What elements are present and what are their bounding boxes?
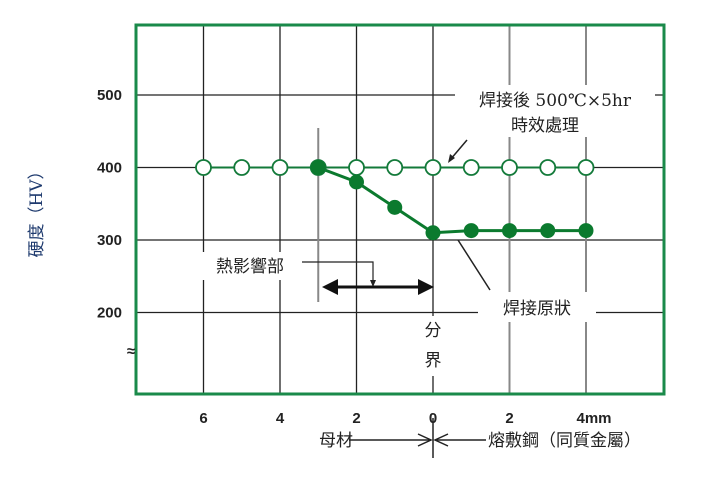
axis-break-mark: ≈ — [127, 343, 135, 360]
series-group — [195, 159, 595, 241]
x-tick-label: 2 — [352, 410, 360, 427]
haz-arrow-right — [418, 279, 434, 295]
x-ticks: 642024mm — [199, 410, 611, 427]
as-welded-label: 焊接原狀 — [503, 299, 571, 319]
x-tick-label: 4mm — [576, 410, 611, 427]
aged-point — [271, 159, 289, 176]
plot-frame — [134, 23, 666, 396]
base-metal-label: 母材 — [319, 431, 353, 451]
x-tick-label: 6 — [199, 410, 207, 427]
base-metal-arrowhead — [417, 433, 433, 447]
as-welded-point — [578, 223, 594, 239]
as-welded-point — [502, 223, 517, 239]
x-tick-label: 2 — [505, 410, 513, 427]
weld-metal-arrowhead — [433, 433, 449, 447]
haz-label-bg — [200, 252, 300, 280]
as-welded-point — [463, 223, 479, 239]
boundary-label-1: 分 — [425, 321, 442, 341]
aged-label-line2: 時效處理 — [511, 116, 579, 136]
as-welded-point — [540, 223, 556, 239]
aged-point — [501, 159, 518, 176]
boundary-label-2: 界 — [425, 351, 442, 371]
y-axis-label: 硬度（HV） — [27, 162, 47, 257]
as-welded-pointer — [457, 239, 491, 291]
as-welded-point — [425, 225, 441, 241]
y-ticks: 500 400 300 200 — [97, 87, 122, 322]
weld-metal-label: 熔敷鋼（同質金屬） — [488, 431, 641, 451]
haz-arrow-left — [322, 279, 338, 295]
aged-point — [386, 159, 404, 176]
as-welded-point — [349, 174, 364, 190]
aged-point — [195, 159, 212, 176]
aged-pointer-head — [448, 154, 455, 163]
aged-point — [462, 159, 480, 176]
aged-point — [577, 159, 595, 176]
aged-point — [233, 159, 251, 176]
haz-pointer — [302, 261, 374, 282]
aged-point — [539, 159, 557, 176]
haz-label: 熱影響部 — [216, 257, 284, 277]
y-tick-label: 200 — [97, 305, 122, 322]
y-tick-label: 400 — [97, 160, 122, 177]
boundary-label-bg — [423, 316, 445, 376]
x-tick-label: 4 — [276, 410, 285, 427]
aged-point — [424, 159, 442, 176]
aged-label-bg — [455, 85, 655, 137]
aged-point — [348, 159, 365, 176]
as-welded-point — [387, 199, 403, 215]
y-tick-label: 300 — [97, 232, 122, 249]
as-welded-label-bg — [478, 292, 596, 322]
aged-label-line1: 焊接後 500℃×5hr — [479, 91, 632, 111]
haz-pointer-head — [370, 280, 376, 287]
y-tick-label: 500 — [97, 87, 122, 104]
as-welded-point — [310, 160, 326, 175]
